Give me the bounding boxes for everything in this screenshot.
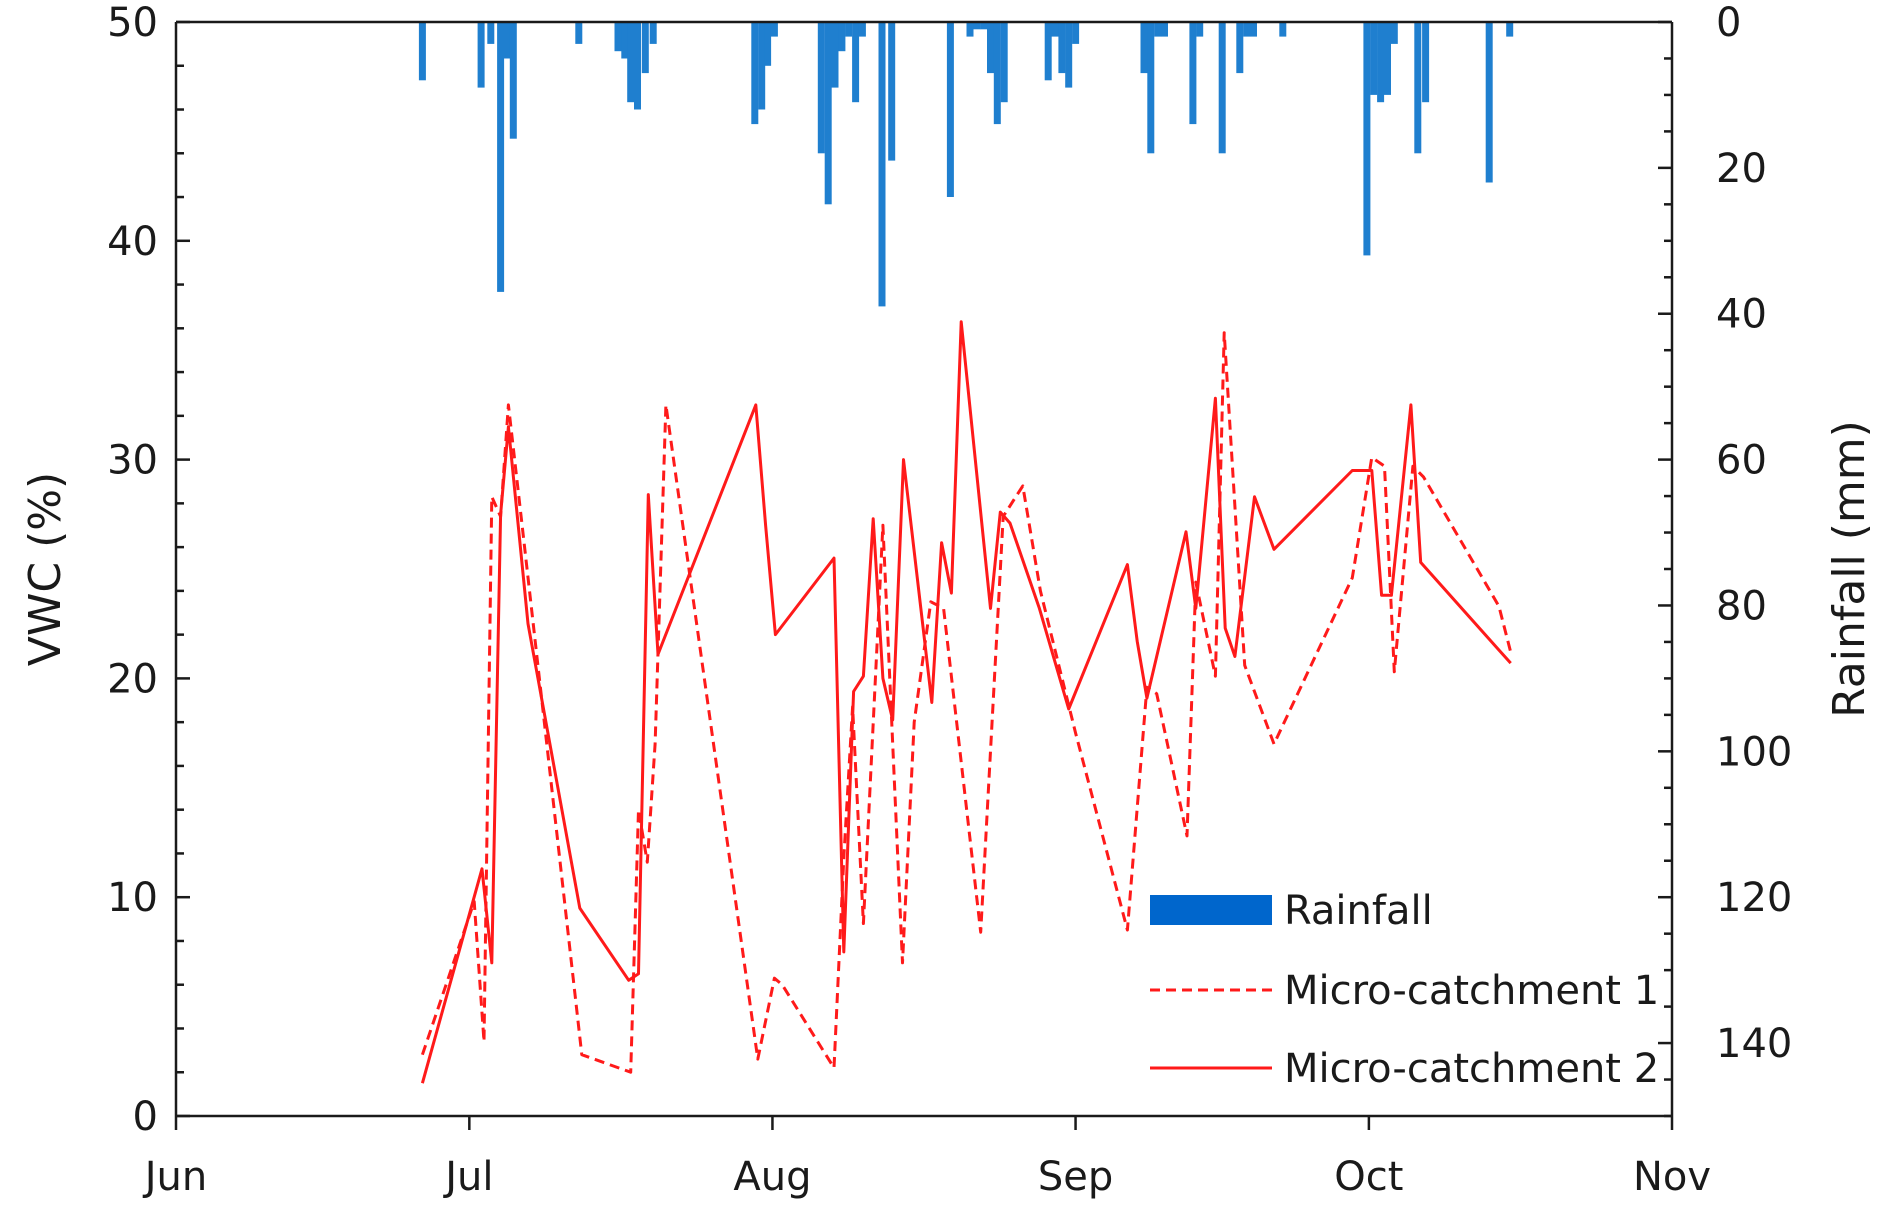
rainfall-bar (487, 22, 495, 44)
rainfall-bar (946, 22, 954, 197)
legend-mc2-label: Micro-catchment 2 (1284, 1046, 1659, 1092)
rainfall-bar (817, 22, 825, 154)
rainfall-bar (1236, 22, 1244, 74)
rainfall-bar (764, 22, 772, 66)
legend-mc1-label: Micro-catchment 1 (1284, 968, 1659, 1014)
rainfall-bar (575, 22, 583, 44)
y-right-tick-label: 0 (1716, 0, 1741, 46)
rainfall-bar (1147, 22, 1155, 154)
rainfall-bar (641, 22, 649, 74)
tick-labels: 0 10 20 30 40 50 0 20 40 60 80 100 120 140 Jun Jul Aug Se… (107, 0, 1792, 1200)
y-right-tick-label: 100 (1716, 729, 1792, 775)
rainfall-bar (831, 22, 839, 88)
rainfall-bar (1390, 22, 1398, 44)
rainfall-bar (845, 22, 853, 37)
rainfall-bar (852, 22, 860, 103)
rainfall-bar (858, 22, 866, 37)
rainfall-bar (1058, 22, 1066, 74)
series-line-micro-catchment-2 (420, 320, 1512, 1084)
rainfall-bar (1384, 22, 1391, 95)
rainfall-bar (649, 22, 657, 44)
rainfall-bar (980, 22, 988, 30)
rainfall-bar (1000, 22, 1008, 103)
rainfall-bar (1506, 22, 1514, 37)
y-right-tick-label: 20 (1716, 146, 1767, 192)
y-right-tick-label: 40 (1716, 292, 1767, 338)
x-tick-label: Sep (1038, 1154, 1113, 1200)
legend: Rainfall Micro-catchment 1 Micro-catchme… (1150, 888, 1659, 1092)
rainfall-bar (1414, 22, 1422, 154)
rainfall-bar (1044, 22, 1052, 81)
rainfall-bar (503, 22, 510, 59)
x-tick-label: Oct (1334, 1154, 1403, 1200)
rainfall-bar (1189, 22, 1197, 125)
rainfall-bar (1154, 22, 1162, 37)
legend-rainfall-swatch (1150, 895, 1272, 925)
rainfall-bar (634, 22, 641, 110)
rainfall-bar (987, 22, 994, 74)
y-left-tick-label: 20 (107, 656, 158, 702)
rainfall-bar (1196, 22, 1204, 37)
rainfall-bar (966, 22, 974, 37)
y-left-tick-label: 0 (133, 1094, 158, 1140)
vwc-lines (420, 320, 1513, 1084)
rainfall-bar (1370, 22, 1378, 95)
rainfall-bar (627, 22, 635, 103)
tick-marks (174, 20, 1674, 1130)
y-left-tick-label: 10 (107, 875, 158, 921)
y-right-tick-label: 120 (1716, 875, 1792, 921)
rainfall-bar (770, 22, 778, 37)
rainfall-bar (993, 22, 1001, 125)
rainfall-bar (1363, 22, 1371, 256)
rainfall-bar (824, 22, 832, 205)
rainfall-bar (1051, 22, 1059, 37)
y-left-tick-label: 50 (107, 0, 158, 46)
rainfall-bar (1243, 22, 1251, 37)
rainfall-bar (1250, 22, 1257, 37)
axes (174, 20, 1674, 1118)
rainfall-bar (888, 22, 896, 161)
y-right-tick-label: 60 (1716, 438, 1767, 484)
rainfall-bar (1422, 22, 1430, 103)
rainfall-bar (751, 22, 759, 125)
rainfall-bar (1218, 22, 1226, 154)
rainfall-bar (509, 22, 517, 139)
y-right-tick-label: 80 (1716, 583, 1767, 629)
rainfall-bar (1065, 22, 1073, 88)
y-left-tick-label: 30 (107, 438, 158, 484)
x-tick-label: Nov (1633, 1154, 1711, 1200)
rainfall-bar (614, 22, 622, 52)
y-right-axis-title: Rainfall (mm) (1824, 420, 1875, 718)
rainfall-bar (1485, 22, 1493, 183)
rainfall-bar (1161, 22, 1168, 37)
y-right-tick-label: 140 (1716, 1021, 1792, 1067)
rainfall-bar (1377, 22, 1385, 103)
rainfall-bar (878, 22, 886, 307)
y-left-tick-label: 40 (107, 219, 158, 265)
y-left-axis-title: VWC (%) (20, 472, 71, 666)
rainfall-bar (497, 22, 505, 292)
rainfall-bar (758, 22, 766, 110)
rainfall-bar (621, 22, 629, 59)
rainfall-bars (418, 22, 1514, 307)
rainfall-bar (477, 22, 485, 88)
series-line-micro-catchment-1 (420, 331, 1513, 1074)
x-tick-label: Aug (733, 1154, 811, 1200)
x-tick-label: Jul (442, 1154, 493, 1200)
rainfall-bar (418, 22, 426, 81)
rainfall-bar (973, 22, 981, 30)
rainfall-bar (1072, 22, 1080, 44)
rainfall-bar (1279, 22, 1287, 37)
legend-rainfall-label: Rainfall (1284, 888, 1433, 934)
rainfall-bar (1140, 22, 1148, 74)
x-tick-label: Jun (142, 1154, 208, 1200)
rainfall-bar (838, 22, 846, 52)
